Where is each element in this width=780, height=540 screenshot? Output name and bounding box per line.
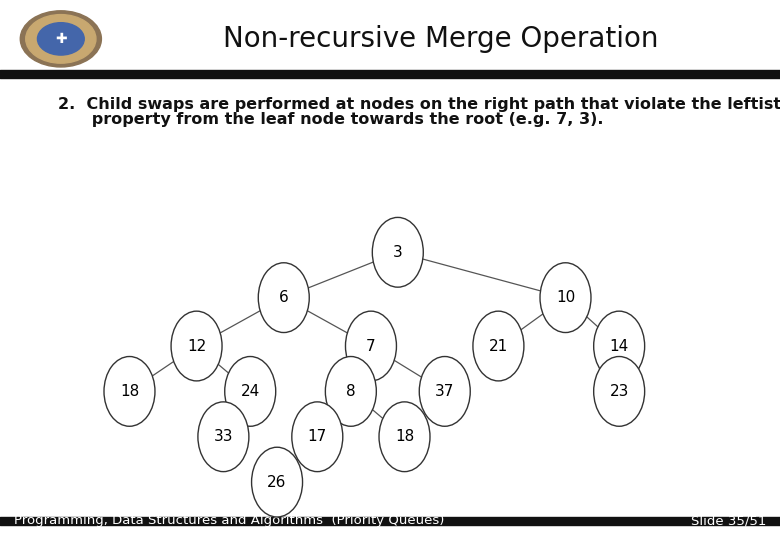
Text: 2.  Child swaps are performed at nodes on the right path that violate the leftis: 2. Child swaps are performed at nodes on… [58, 97, 780, 112]
Text: 7: 7 [366, 339, 376, 354]
Ellipse shape [540, 263, 591, 333]
Text: 18: 18 [395, 429, 414, 444]
Text: 17: 17 [307, 429, 327, 444]
Text: 10: 10 [556, 290, 575, 305]
Circle shape [37, 23, 84, 55]
Ellipse shape [420, 356, 470, 426]
Text: Programming, Data Structures and Algorithms  (Priority Queues): Programming, Data Structures and Algorit… [14, 514, 445, 528]
Ellipse shape [252, 447, 303, 517]
Ellipse shape [325, 356, 376, 426]
Ellipse shape [258, 263, 309, 333]
Text: 21: 21 [489, 339, 508, 354]
Text: 3: 3 [393, 245, 402, 260]
Text: 8: 8 [346, 384, 356, 399]
Text: 6: 6 [279, 290, 289, 305]
Text: 14: 14 [609, 339, 629, 354]
Text: 23: 23 [609, 384, 629, 399]
Text: 24: 24 [240, 384, 260, 399]
Text: 18: 18 [120, 384, 139, 399]
Ellipse shape [594, 311, 644, 381]
Circle shape [20, 11, 101, 67]
Text: Non-recursive Merge Operation: Non-recursive Merge Operation [223, 25, 658, 53]
Text: 33: 33 [214, 429, 233, 444]
Ellipse shape [594, 356, 644, 426]
Ellipse shape [292, 402, 342, 471]
Ellipse shape [198, 402, 249, 471]
Text: 37: 37 [435, 384, 455, 399]
Text: property from the leaf node towards the root (e.g. 7, 3).: property from the leaf node towards the … [58, 112, 604, 127]
Ellipse shape [225, 356, 275, 426]
Text: ✚: ✚ [55, 32, 66, 46]
Ellipse shape [104, 356, 155, 426]
Ellipse shape [379, 402, 430, 471]
Text: 12: 12 [187, 339, 206, 354]
Ellipse shape [171, 311, 222, 381]
Ellipse shape [372, 218, 424, 287]
Circle shape [26, 15, 96, 63]
Ellipse shape [346, 311, 396, 381]
Ellipse shape [473, 311, 524, 381]
Text: 26: 26 [268, 475, 287, 490]
Text: Slide 35/51: Slide 35/51 [690, 514, 766, 528]
